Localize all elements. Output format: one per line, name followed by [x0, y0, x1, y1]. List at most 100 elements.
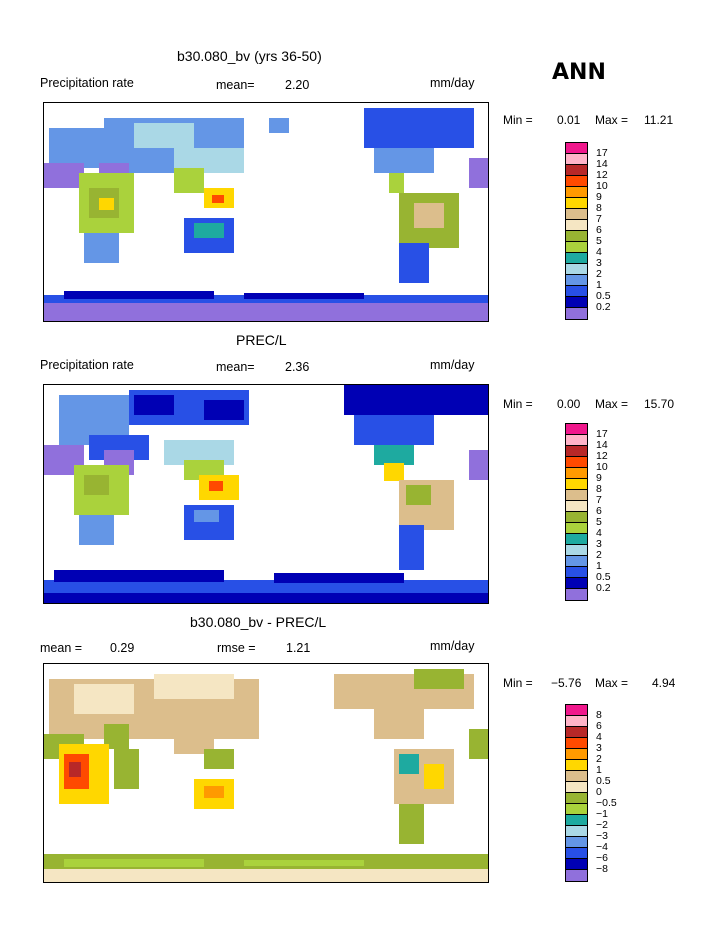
colorbar-swatch — [566, 837, 587, 848]
colorbar-level-label: 2 — [596, 268, 602, 280]
colorbar-level-label: 0.5 — [596, 290, 611, 302]
colorbar-level-label: 12 — [596, 450, 608, 462]
panel3-mean-label: mean = — [40, 641, 83, 655]
colorbar-swatch — [566, 198, 587, 209]
colorbar-level-label: 9 — [596, 472, 602, 484]
colorbar-level-label: 0.2 — [596, 301, 611, 313]
colorbar-swatch — [566, 793, 587, 804]
colorbar-level-label: 8 — [596, 202, 602, 214]
panel3-colorbar — [565, 704, 588, 882]
colorbar-swatch — [566, 859, 587, 870]
colorbar-swatch — [566, 771, 587, 782]
colorbar-level-label: 3 — [596, 257, 602, 269]
colorbar-swatch — [566, 804, 587, 815]
colorbar-level-label: −3 — [596, 830, 608, 842]
colorbar-swatch — [566, 523, 587, 534]
panel2-max-value: 15.70 — [644, 397, 675, 411]
panel2-mean-label: mean= — [216, 360, 255, 374]
colorbar-swatch — [566, 534, 587, 545]
panel3-mean-value: 0.29 — [110, 641, 135, 655]
colorbar-level-label: 0 — [596, 786, 602, 798]
colorbar-swatch — [566, 815, 587, 826]
colorbar-level-label: 14 — [596, 158, 608, 170]
colorbar-swatch — [566, 589, 587, 600]
panel2-mean-value: 2.36 — [285, 360, 310, 374]
colorbar-swatch — [566, 457, 587, 468]
panel3-max-label: Max = — [595, 676, 629, 690]
colorbar-swatch — [566, 231, 587, 242]
panel2-max-label: Max = — [595, 397, 629, 411]
panel1-min-label: Min = — [503, 113, 533, 127]
panel1-title: b30.080_bv (yrs 36-50) — [177, 48, 322, 64]
colorbar-swatch — [566, 187, 587, 198]
colorbar-swatch — [566, 286, 587, 297]
colorbar-level-label: 4 — [596, 527, 602, 539]
panel3-map — [43, 663, 489, 883]
colorbar-swatch — [566, 749, 587, 760]
colorbar-level-label: 0.2 — [596, 582, 611, 594]
colorbar-swatch — [566, 165, 587, 176]
colorbar-swatch — [566, 435, 587, 446]
colorbar-level-label: 2 — [596, 753, 602, 765]
colorbar-level-label: 2 — [596, 549, 602, 561]
panel1-variable: Precipitation rate — [40, 76, 134, 90]
colorbar-level-label: 0.5 — [596, 775, 611, 787]
colorbar-swatch — [566, 297, 587, 308]
colorbar-swatch — [566, 446, 587, 457]
colorbar-swatch — [566, 760, 587, 771]
colorbar-level-label: 6 — [596, 720, 602, 732]
colorbar-level-label: 10 — [596, 461, 608, 473]
colorbar-swatch — [566, 705, 587, 716]
colorbar-swatch — [566, 468, 587, 479]
colorbar-swatch — [566, 242, 587, 253]
colorbar-swatch — [566, 264, 587, 275]
panel2-units: mm/day — [430, 358, 475, 372]
colorbar-swatch — [566, 154, 587, 165]
panel3-units: mm/day — [430, 639, 475, 653]
colorbar-level-label: 1 — [596, 764, 602, 776]
colorbar-level-label: 12 — [596, 169, 608, 181]
panel3-rmse-label: rmse = — [217, 641, 256, 655]
colorbar-swatch — [566, 308, 587, 319]
panel3-min-value: −5.76 — [551, 676, 582, 690]
colorbar-swatch — [566, 848, 587, 859]
panel2-map-svg — [44, 385, 488, 603]
colorbar-swatch — [566, 176, 587, 187]
colorbar-level-label: 5 — [596, 235, 602, 247]
colorbar-swatch — [566, 782, 587, 793]
colorbar-level-label: −8 — [596, 863, 608, 875]
panel1-map-svg — [44, 108, 488, 321]
colorbar-level-label: 7 — [596, 494, 602, 506]
colorbar-swatch — [566, 826, 587, 837]
panel3-title: b30.080_bv - PREC/L — [190, 614, 327, 630]
panel3-min-label: Min = — [503, 676, 533, 690]
panel1-map — [43, 102, 489, 322]
colorbar-level-label: −2 — [596, 819, 608, 831]
colorbar-swatch — [566, 567, 587, 578]
colorbar-swatch — [566, 220, 587, 231]
colorbar-swatch — [566, 209, 587, 220]
panel2-colorbar — [565, 423, 588, 601]
panel1-colorbar — [565, 142, 588, 320]
panel3-rmse-value: 1.21 — [286, 641, 311, 655]
colorbar-swatch — [566, 727, 587, 738]
colorbar-level-label: −1 — [596, 808, 608, 820]
panel2-map — [43, 384, 489, 604]
colorbar-level-label: −4 — [596, 841, 608, 853]
colorbar-level-label: 5 — [596, 516, 602, 528]
colorbar-swatch — [566, 143, 587, 154]
season-label: ANN — [552, 60, 606, 85]
colorbar-level-label: 8 — [596, 483, 602, 495]
colorbar-level-label: 1 — [596, 560, 602, 572]
colorbar-level-label: 6 — [596, 505, 602, 517]
panel3-max-value: 4.94 — [652, 676, 676, 690]
panel1-max-value: 11.21 — [644, 113, 674, 127]
colorbar-level-label: 17 — [596, 428, 608, 440]
panel1-min-value: 0.01 — [557, 113, 581, 127]
panel1-max-label: Max = — [595, 113, 629, 127]
panel3-map-svg — [44, 669, 488, 882]
colorbar-swatch — [566, 556, 587, 567]
colorbar-level-label: 8 — [596, 709, 602, 721]
colorbar-swatch — [566, 545, 587, 556]
panel1-units: mm/day — [430, 76, 475, 90]
